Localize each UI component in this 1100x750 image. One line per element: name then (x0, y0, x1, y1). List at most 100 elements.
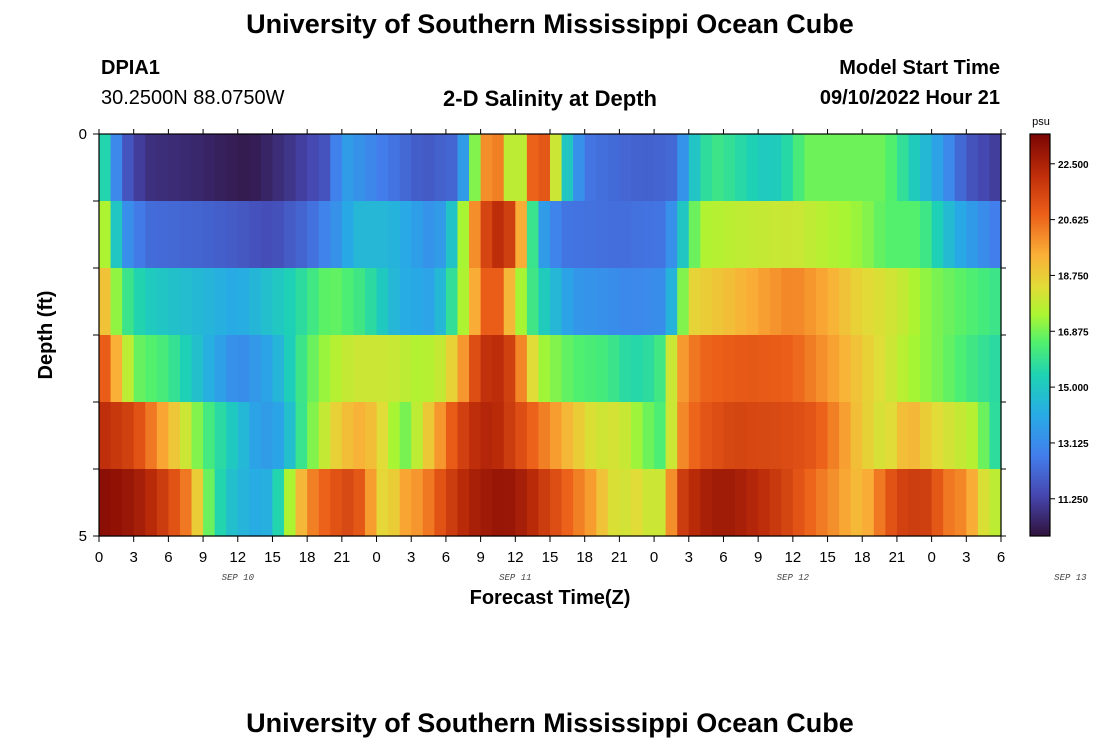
heatmap-cell (989, 268, 1002, 336)
heatmap-cell (642, 402, 655, 470)
heatmap-cell (781, 201, 794, 269)
heatmap-cell (434, 469, 447, 537)
heatmap-cell (550, 402, 563, 470)
x-date-label: SEP 12 (777, 573, 810, 583)
heatmap-cell (850, 402, 863, 470)
x-tick-label: 9 (199, 549, 207, 566)
heatmap-cell (99, 134, 112, 202)
heatmap-cell (295, 335, 308, 403)
heatmap-cell (191, 134, 204, 202)
heatmap-cell (422, 201, 435, 269)
heatmap-cell (804, 201, 817, 269)
heatmap-cell (630, 402, 644, 470)
heatmap-cell (723, 201, 736, 269)
heatmap-cell (920, 134, 933, 202)
heatmap-cell (318, 268, 331, 336)
heatmap-cell (677, 134, 690, 202)
heatmap-cell (920, 335, 933, 403)
heatmap-cell (723, 268, 736, 336)
heatmap-cell (179, 201, 193, 269)
heatmap-cell (260, 335, 274, 403)
heatmap-cell (630, 268, 644, 336)
heatmap-cell (156, 134, 169, 202)
heatmap-cell (700, 469, 713, 537)
heatmap-cell (723, 469, 736, 537)
heatmap-cell (769, 134, 782, 202)
heatmap-cell (434, 268, 447, 336)
heatmap-cell (214, 402, 227, 470)
heatmap-cell (677, 335, 690, 403)
heatmap-cell (781, 402, 794, 470)
heatmap-cell (654, 268, 667, 336)
heatmap-cell (989, 469, 1002, 537)
heatmap-cell (677, 402, 690, 470)
heatmap-cell (434, 134, 447, 202)
heatmap-cell (989, 134, 1002, 202)
heatmap-cell (665, 134, 678, 202)
x-tick-label: 18 (299, 549, 316, 566)
heatmap-cell (550, 469, 563, 537)
heatmap-cell (688, 335, 701, 403)
heatmap-cell (307, 134, 320, 202)
heatmap-cell (284, 268, 297, 336)
heatmap-cell (931, 335, 944, 403)
heatmap-cell (781, 268, 794, 336)
heatmap-cell (307, 268, 320, 336)
heatmap-cell (862, 402, 875, 470)
heatmap-cell (203, 268, 216, 336)
heatmap-cell (862, 469, 875, 537)
heatmap-cell (411, 134, 424, 202)
heatmap-cell (318, 402, 331, 470)
heatmap-cell (284, 335, 297, 403)
heatmap-cell (249, 335, 262, 403)
heatmap-cell (526, 335, 540, 403)
heatmap-cell (249, 469, 262, 537)
heatmap-cell (769, 335, 782, 403)
heatmap-cell (353, 469, 366, 537)
heatmap-cell (573, 469, 586, 537)
heatmap-cell (561, 201, 574, 269)
heatmap-cell (931, 268, 944, 336)
heatmap-cell (550, 201, 563, 269)
heatmap-cell (341, 402, 355, 470)
heatmap-cell (596, 469, 609, 537)
heatmap-cell (503, 201, 516, 269)
heatmap-cell (792, 268, 806, 336)
heatmap-cell (272, 402, 285, 470)
x-tick-label: 12 (785, 549, 802, 566)
heatmap-cell (469, 469, 482, 537)
heatmap-cell (619, 134, 632, 202)
heatmap-cell (977, 268, 991, 336)
heatmap-cell (295, 402, 308, 470)
heatmap-cell (954, 268, 967, 336)
heatmap-cell (122, 402, 135, 470)
heatmap-cell (469, 402, 482, 470)
heatmap-cell (445, 335, 459, 403)
heatmap-cell (862, 268, 875, 336)
heatmap-cell (145, 335, 158, 403)
heatmap-cell (642, 134, 655, 202)
heatmap-cell (376, 335, 389, 403)
heatmap-cell (469, 134, 482, 202)
heatmap-cell (966, 268, 979, 336)
heatmap-cell (226, 134, 239, 202)
heatmap-cell (758, 134, 771, 202)
heatmap-cell (966, 201, 979, 269)
heatmap-cell (434, 201, 447, 269)
x-tick-label: 9 (476, 549, 484, 566)
heatmap-cell (619, 201, 632, 269)
heatmap-cell (318, 201, 331, 269)
heatmap-cell (272, 201, 285, 269)
heatmap-cell (931, 469, 944, 537)
heatmap-cell (642, 469, 655, 537)
heatmap-cell (388, 134, 401, 202)
colorbar-tick-label: 16.875 (1058, 327, 1089, 338)
heatmap-cell (665, 469, 678, 537)
heatmap-cell (492, 268, 505, 336)
heatmap-cell (607, 134, 620, 202)
heatmap-cell (735, 134, 748, 202)
heatmap-cell (191, 335, 204, 403)
heatmap-cell (711, 134, 725, 202)
heatmap-cell (503, 402, 516, 470)
heatmap-cell (688, 268, 701, 336)
